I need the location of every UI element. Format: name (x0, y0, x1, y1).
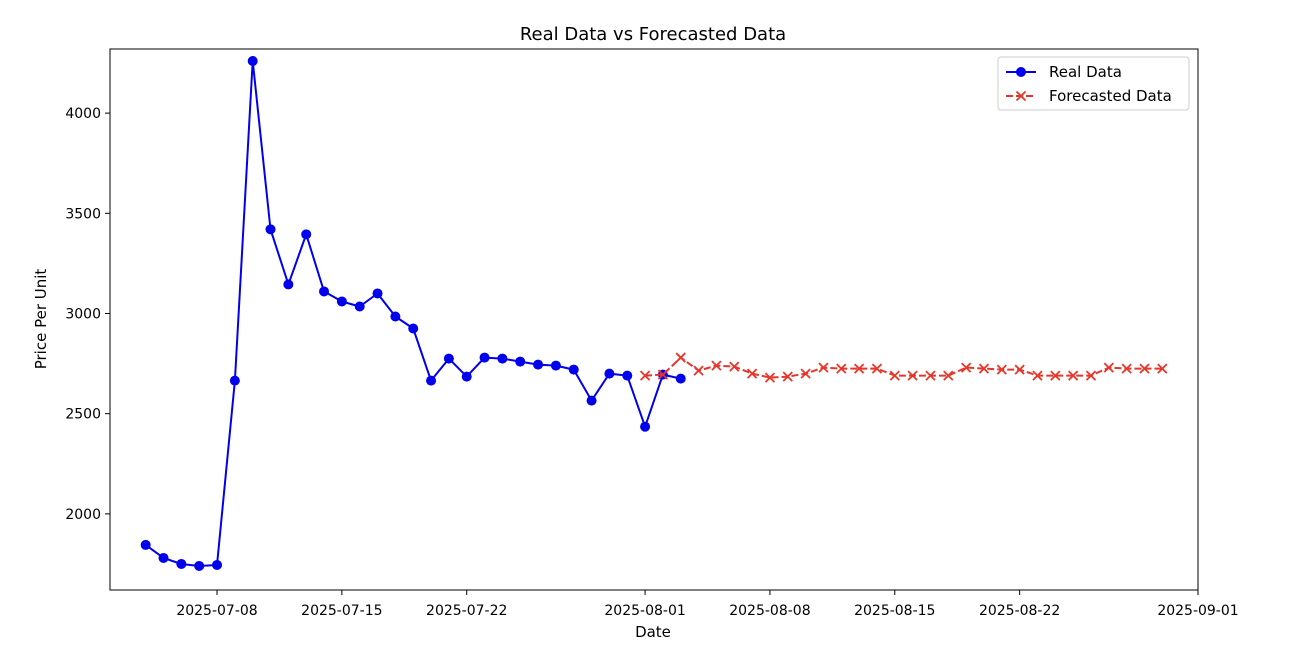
data-point (675, 373, 686, 384)
forecast-point (925, 370, 936, 381)
data-point (461, 371, 472, 382)
data-point (212, 559, 223, 570)
forecast-point (729, 361, 740, 372)
forecast-point (1068, 370, 1079, 381)
data-point (550, 360, 561, 371)
x-axis-label: Date (635, 623, 671, 641)
data-point (408, 323, 419, 334)
legend-entry: Forecasted Data (1006, 87, 1172, 105)
forecast-point (639, 370, 651, 381)
forecast-point (853, 363, 865, 374)
forecast-point (1121, 363, 1132, 374)
data-point (301, 229, 312, 240)
data-point (247, 56, 258, 67)
data-point (515, 356, 526, 367)
forecast-point (818, 362, 829, 373)
legend-label: Forecasted Data (1049, 87, 1172, 105)
data-point (586, 395, 597, 406)
forecast-point (657, 369, 669, 380)
forecast-point (1139, 363, 1150, 374)
forecast-point (907, 370, 918, 381)
forecast-point (996, 364, 1007, 375)
forecast-point (871, 363, 883, 374)
legend-marker (1015, 90, 1027, 102)
data-point (265, 224, 276, 235)
x-tick-label: 2025-07-15 (301, 603, 382, 619)
series-layer (140, 56, 1168, 571)
x-tick-label: 2025-08-08 (729, 603, 810, 619)
series-0 (140, 56, 686, 571)
data-point (604, 368, 615, 379)
legend-marker (1016, 67, 1026, 77)
data-point (372, 288, 383, 299)
data-point (640, 421, 651, 432)
forecast-point (1103, 362, 1114, 373)
chart-title: Real Data vs Forecasted Data (520, 24, 786, 45)
forecast-point (800, 368, 811, 379)
data-point (176, 558, 187, 569)
x-tick-label: 2025-07-08 (176, 603, 257, 619)
legend-entry: Real Data (1006, 63, 1122, 81)
forecast-point (693, 365, 704, 376)
forecast-point (746, 368, 758, 379)
forecast-point (1085, 370, 1097, 381)
forecast-point (675, 352, 686, 363)
data-point (158, 552, 169, 563)
data-point (497, 353, 508, 364)
x-tick-label: 2025-08-01 (604, 603, 685, 619)
x-tick-label: 2025-07-22 (426, 603, 507, 619)
data-point (426, 375, 437, 386)
data-point (336, 296, 347, 307)
forecast-point (764, 372, 776, 383)
data-point (622, 370, 633, 381)
legend-box (997, 56, 1190, 111)
x-axis: 2025-07-08 2025-07-15 2025-07-22 2025-08-01… (176, 590, 1239, 619)
data-point (319, 286, 330, 297)
y-tick-label: 3500 (65, 206, 101, 222)
y-tick-label: 3000 (65, 306, 101, 322)
forecast-point (1050, 370, 1061, 381)
forecast-point (889, 370, 900, 381)
forecast-point (1014, 364, 1025, 375)
data-point (194, 560, 205, 571)
y-axis-label: Price Per Unit (32, 269, 50, 370)
data-point (140, 539, 151, 550)
forecast-point (978, 363, 990, 374)
plot-area (109, 48, 1199, 591)
x-tick-label: 2025-09-01 (1157, 603, 1238, 619)
y-axis: 2000 2500 3000 3500 4000 (65, 106, 110, 523)
y-tick-label: 4000 (65, 106, 101, 122)
forecast-point (1032, 370, 1043, 381)
data-point (229, 375, 240, 386)
data-point (443, 353, 454, 364)
forecast-point (1157, 363, 1168, 374)
forecast-point (711, 360, 722, 371)
series-line (645, 356, 1163, 379)
x-tick-label: 2025-08-22 (979, 603, 1060, 619)
x-tick-label: 2025-08-15 (854, 603, 935, 619)
forecast-point (782, 371, 793, 382)
legend-label: Real Data (1049, 63, 1122, 81)
series-1 (639, 352, 1168, 383)
data-point (354, 301, 365, 312)
series-line (145, 60, 682, 567)
data-point (390, 311, 401, 322)
data-point (283, 279, 294, 290)
forecast-point (943, 370, 954, 381)
legend: Real Data Forecasted Data (997, 56, 1190, 111)
data-point (479, 352, 490, 363)
data-point (568, 364, 579, 375)
forecast-point (836, 363, 847, 374)
y-tick-label: 2000 (65, 507, 101, 523)
y-tick-label: 2500 (65, 407, 101, 423)
forecast-point (960, 362, 972, 373)
data-point (533, 359, 544, 370)
